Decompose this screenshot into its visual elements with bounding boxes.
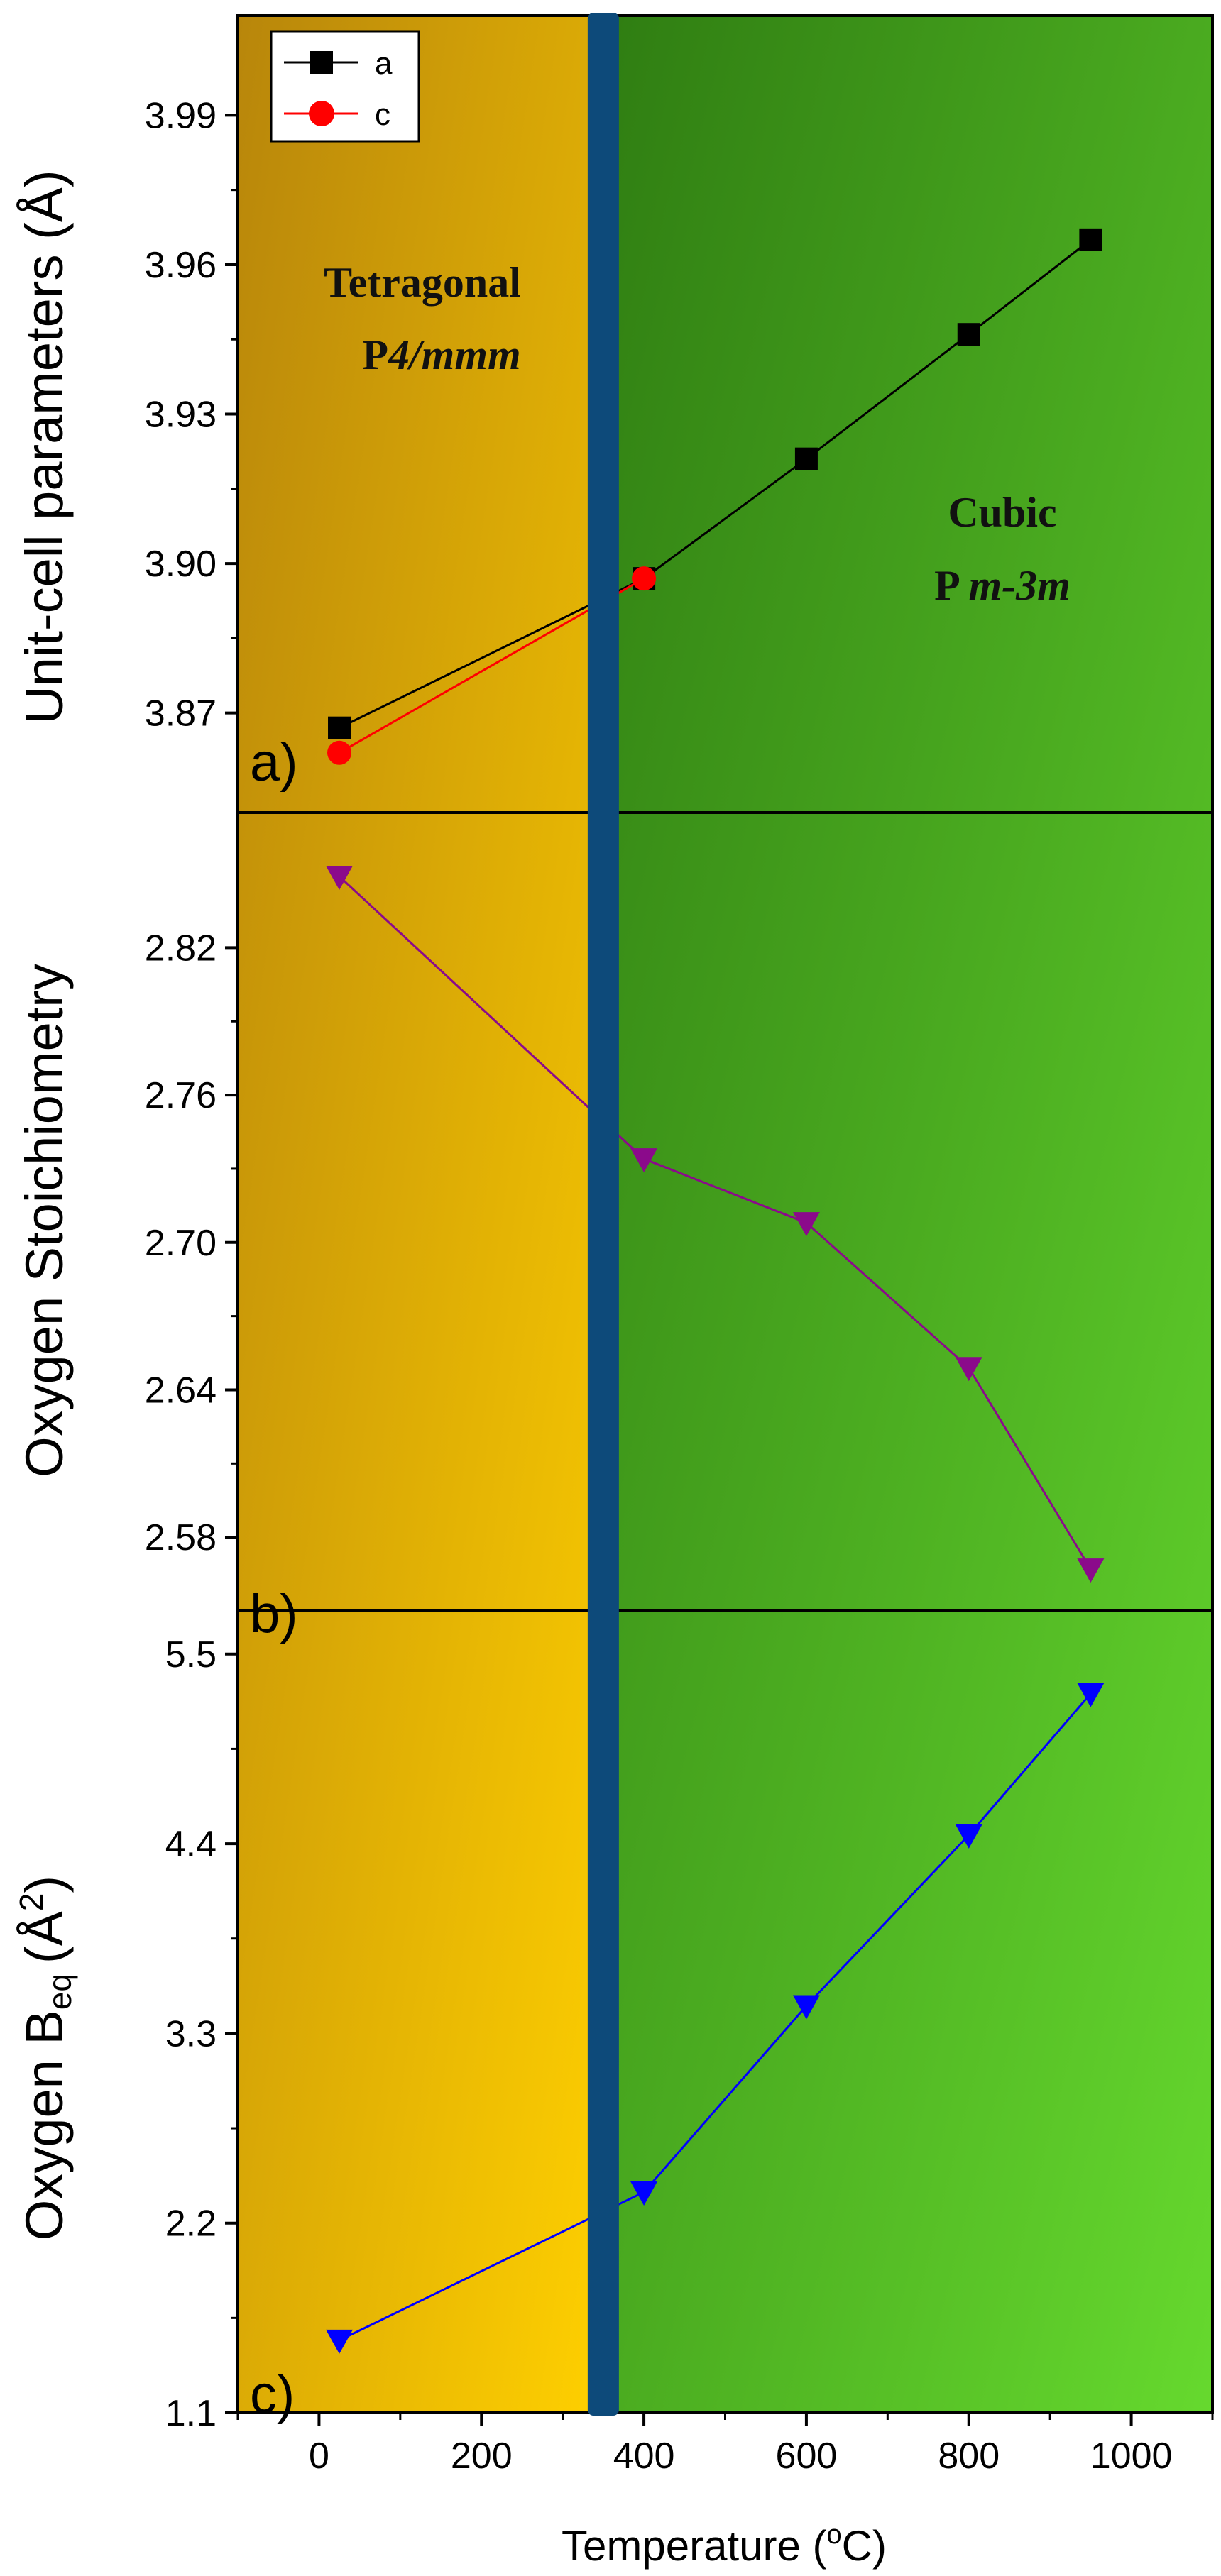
panel-label-c: c) xyxy=(250,2365,295,2425)
data-point-circle xyxy=(632,566,657,591)
xtick-label: 1000 xyxy=(1090,2435,1173,2477)
legend: a c xyxy=(270,30,420,143)
cubic-spacegroup-label: P m-3m xyxy=(934,562,1071,609)
xtick-label: 800 xyxy=(938,2435,1000,2477)
data-point-triangle xyxy=(630,2181,658,2206)
ytick-label: 3.90 xyxy=(145,544,217,585)
ytick-label: 2.58 xyxy=(145,1517,217,1558)
ytick-label: 1.1 xyxy=(165,2393,217,2434)
xtick-label: 200 xyxy=(451,2435,513,2477)
xtick-label: 400 xyxy=(613,2435,675,2477)
tetragonal-label: Tetragonal xyxy=(324,259,521,306)
ytick-label: 3.99 xyxy=(145,95,217,136)
legend-box xyxy=(270,30,420,143)
data-point-square xyxy=(794,447,818,470)
data-point-triangle xyxy=(955,1824,982,1849)
cubic-label: Cubic xyxy=(948,489,1056,536)
ylabel-oxygen-stoichiometry: Oxygen Stoichiometry xyxy=(15,964,74,1477)
data-point-square xyxy=(328,716,351,739)
legend-marker-c xyxy=(309,101,334,126)
data-point-triangle xyxy=(1077,1683,1105,1707)
xtick-label: 0 xyxy=(309,2435,329,2477)
data-point-triangle xyxy=(326,866,354,890)
legend-label-c: c xyxy=(375,97,390,132)
data-point-triangle xyxy=(1077,1558,1105,1583)
xtick-label: 600 xyxy=(776,2435,838,2477)
ytick-label: 3.93 xyxy=(145,395,217,436)
data-point-triangle xyxy=(326,2329,354,2354)
legend-label-a: a xyxy=(375,46,393,81)
data-point-square xyxy=(1079,228,1102,251)
ytick-label: 3.96 xyxy=(145,245,217,286)
ytick-label: 3.87 xyxy=(145,693,217,734)
data-point-square xyxy=(957,323,980,346)
ytick-label: 3.3 xyxy=(165,2013,217,2054)
tetragonal-spacegroup-label: P4/mmm xyxy=(362,331,520,378)
phase-boundary-bar xyxy=(587,13,619,2416)
panel-label-a: a) xyxy=(250,732,298,793)
xlabel-temperature: Temperature (oC) xyxy=(562,2520,887,2570)
ytick-label: 2.2 xyxy=(165,2203,217,2245)
ytick-label: 2.70 xyxy=(145,1223,217,1264)
data-point-triangle xyxy=(955,1357,982,1382)
ytick-label: 2.64 xyxy=(145,1370,217,1411)
cubic-region xyxy=(603,16,1212,2413)
ytick-label: 5.5 xyxy=(165,1634,217,1675)
ytick-label: 2.76 xyxy=(145,1075,217,1116)
data-point-triangle xyxy=(792,1212,820,1237)
data-point-triangle xyxy=(630,1148,658,1173)
ytick-label: 2.82 xyxy=(145,928,217,969)
ytick-label: 4.4 xyxy=(165,1824,217,1865)
panel-label-b: b) xyxy=(250,1584,298,1644)
data-point-circle xyxy=(327,740,352,765)
data-point-triangle xyxy=(792,1995,820,2020)
ylabel-unit-cell: Unit-cell parameters (Å) xyxy=(15,170,74,724)
tetragonal-region xyxy=(238,16,603,2413)
legend-marker-a xyxy=(310,51,333,74)
ylabel-oxygen-beq: Oxygen Beq(Å2) xyxy=(13,1876,78,2240)
